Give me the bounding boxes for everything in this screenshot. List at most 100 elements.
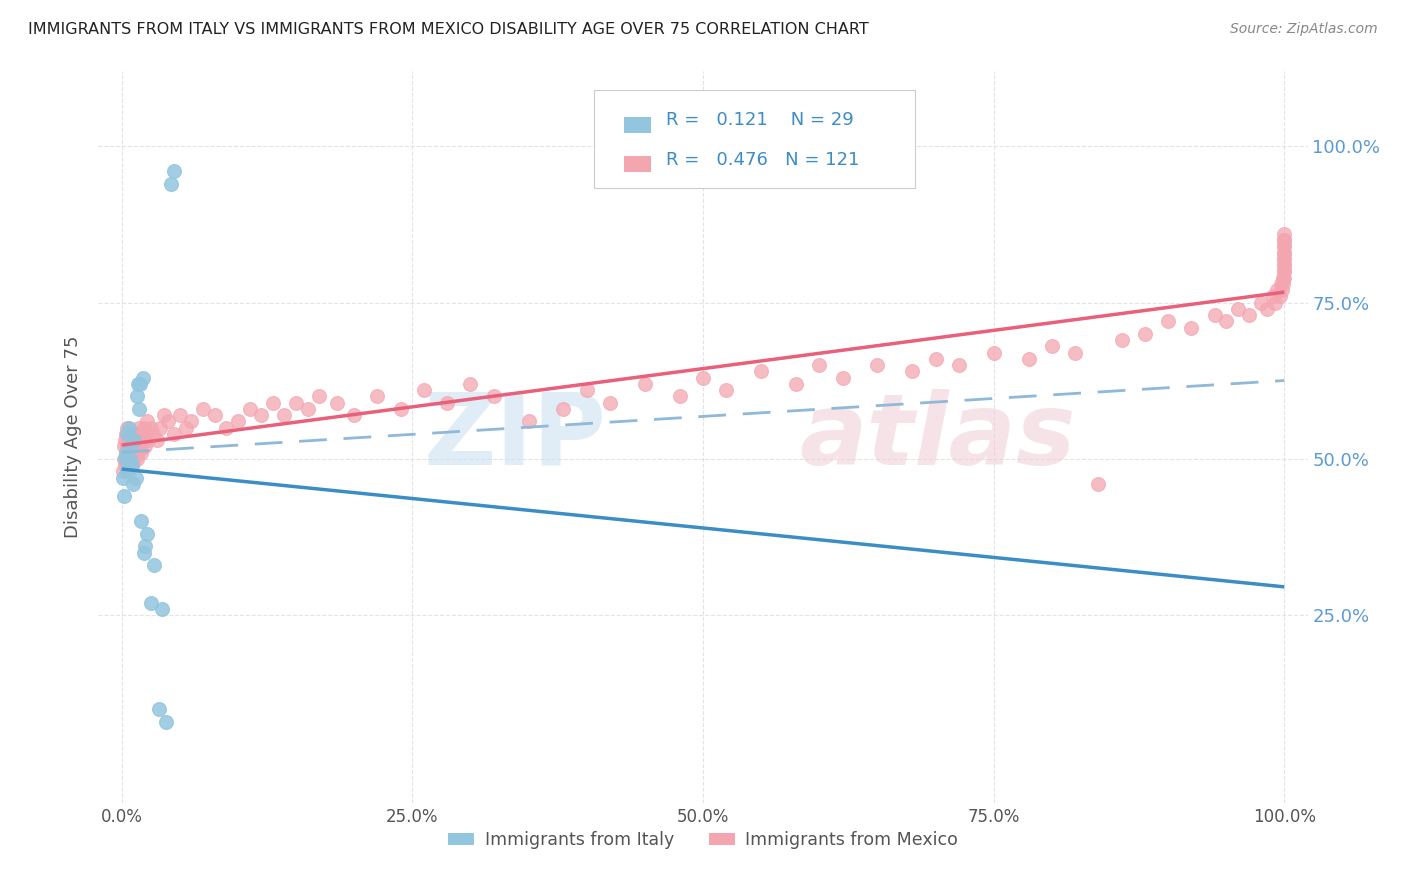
Point <box>134 540 156 554</box>
Text: Source: ZipAtlas.com: Source: ZipAtlas.com <box>1230 22 1378 37</box>
Point <box>118 434 141 448</box>
Point <box>1267 283 1289 297</box>
Point <box>1271 283 1294 297</box>
Point <box>150 602 173 616</box>
Y-axis label: Disability Age Over 75: Disability Age Over 75 <box>65 335 83 539</box>
Point <box>118 446 141 460</box>
Point <box>1270 277 1292 291</box>
Point <box>159 177 181 191</box>
Point <box>149 420 172 434</box>
Point <box>132 420 155 434</box>
Point <box>1204 308 1226 322</box>
Point <box>125 389 148 403</box>
Point <box>1087 477 1109 491</box>
Point <box>128 401 150 416</box>
Point <box>118 420 141 434</box>
Point <box>1180 320 1202 334</box>
Point <box>120 426 142 441</box>
Point <box>297 401 319 416</box>
Point <box>112 490 135 504</box>
Point <box>122 477 145 491</box>
Point <box>1133 326 1156 341</box>
Point <box>120 440 142 454</box>
Point <box>124 440 146 454</box>
Point <box>1250 295 1272 310</box>
Point <box>983 345 1005 359</box>
Point <box>575 383 598 397</box>
Point <box>460 376 482 391</box>
Point <box>389 401 412 416</box>
Point <box>118 452 141 467</box>
Point <box>117 420 139 434</box>
Point <box>121 434 143 448</box>
Point <box>1239 308 1261 322</box>
Point <box>553 401 575 416</box>
Point <box>115 446 138 460</box>
Point <box>129 426 152 441</box>
Point <box>901 364 924 378</box>
Point <box>1272 245 1295 260</box>
Point <box>1226 301 1249 316</box>
Point <box>250 408 273 422</box>
Point <box>117 465 139 479</box>
Point <box>127 376 149 391</box>
Point <box>136 527 159 541</box>
Point <box>148 702 170 716</box>
Point <box>127 426 149 441</box>
Point <box>128 420 150 434</box>
Point <box>634 376 657 391</box>
Point <box>112 452 135 467</box>
Point <box>1272 245 1295 260</box>
Point <box>1272 252 1295 266</box>
Point <box>114 452 136 467</box>
Point <box>1215 314 1237 328</box>
Point <box>749 364 772 378</box>
Point <box>131 434 153 448</box>
Point <box>1018 351 1040 366</box>
Point <box>125 452 148 467</box>
Point <box>1272 227 1295 241</box>
Point <box>120 440 142 454</box>
FancyBboxPatch shape <box>595 90 915 188</box>
Point <box>482 389 505 403</box>
Point <box>157 414 180 428</box>
Point <box>124 471 146 485</box>
Point <box>139 596 162 610</box>
Text: ZIP: ZIP <box>423 389 606 485</box>
Point <box>273 408 295 422</box>
Point <box>139 420 162 434</box>
Point <box>226 414 249 428</box>
Point <box>285 395 308 409</box>
Point <box>1268 289 1291 303</box>
Text: atlas: atlas <box>800 389 1076 485</box>
Text: R =   0.121    N = 29: R = 0.121 N = 29 <box>665 112 853 129</box>
Point <box>1064 345 1087 359</box>
Point <box>138 434 160 448</box>
Point <box>135 426 157 441</box>
Point <box>866 358 889 372</box>
Point <box>124 452 146 467</box>
Point <box>343 408 366 422</box>
Point <box>1272 239 1295 253</box>
Point <box>134 440 156 454</box>
Point <box>180 414 202 428</box>
Point <box>122 446 145 460</box>
Point <box>115 446 138 460</box>
Point <box>124 434 146 448</box>
Point <box>117 440 139 454</box>
Text: R =   0.476   N = 121: R = 0.476 N = 121 <box>665 151 859 169</box>
Point <box>117 426 139 441</box>
Point <box>1272 264 1295 278</box>
Point <box>716 383 738 397</box>
Legend: Immigrants from Italy, Immigrants from Mexico: Immigrants from Italy, Immigrants from M… <box>441 824 965 856</box>
Point <box>142 426 165 441</box>
Point <box>1272 233 1295 247</box>
Point <box>308 389 330 403</box>
Point <box>668 389 690 403</box>
Point <box>131 370 153 384</box>
Point <box>124 446 146 460</box>
Point <box>692 370 714 384</box>
Point <box>599 395 621 409</box>
Point <box>129 376 152 391</box>
Point <box>1272 252 1295 266</box>
